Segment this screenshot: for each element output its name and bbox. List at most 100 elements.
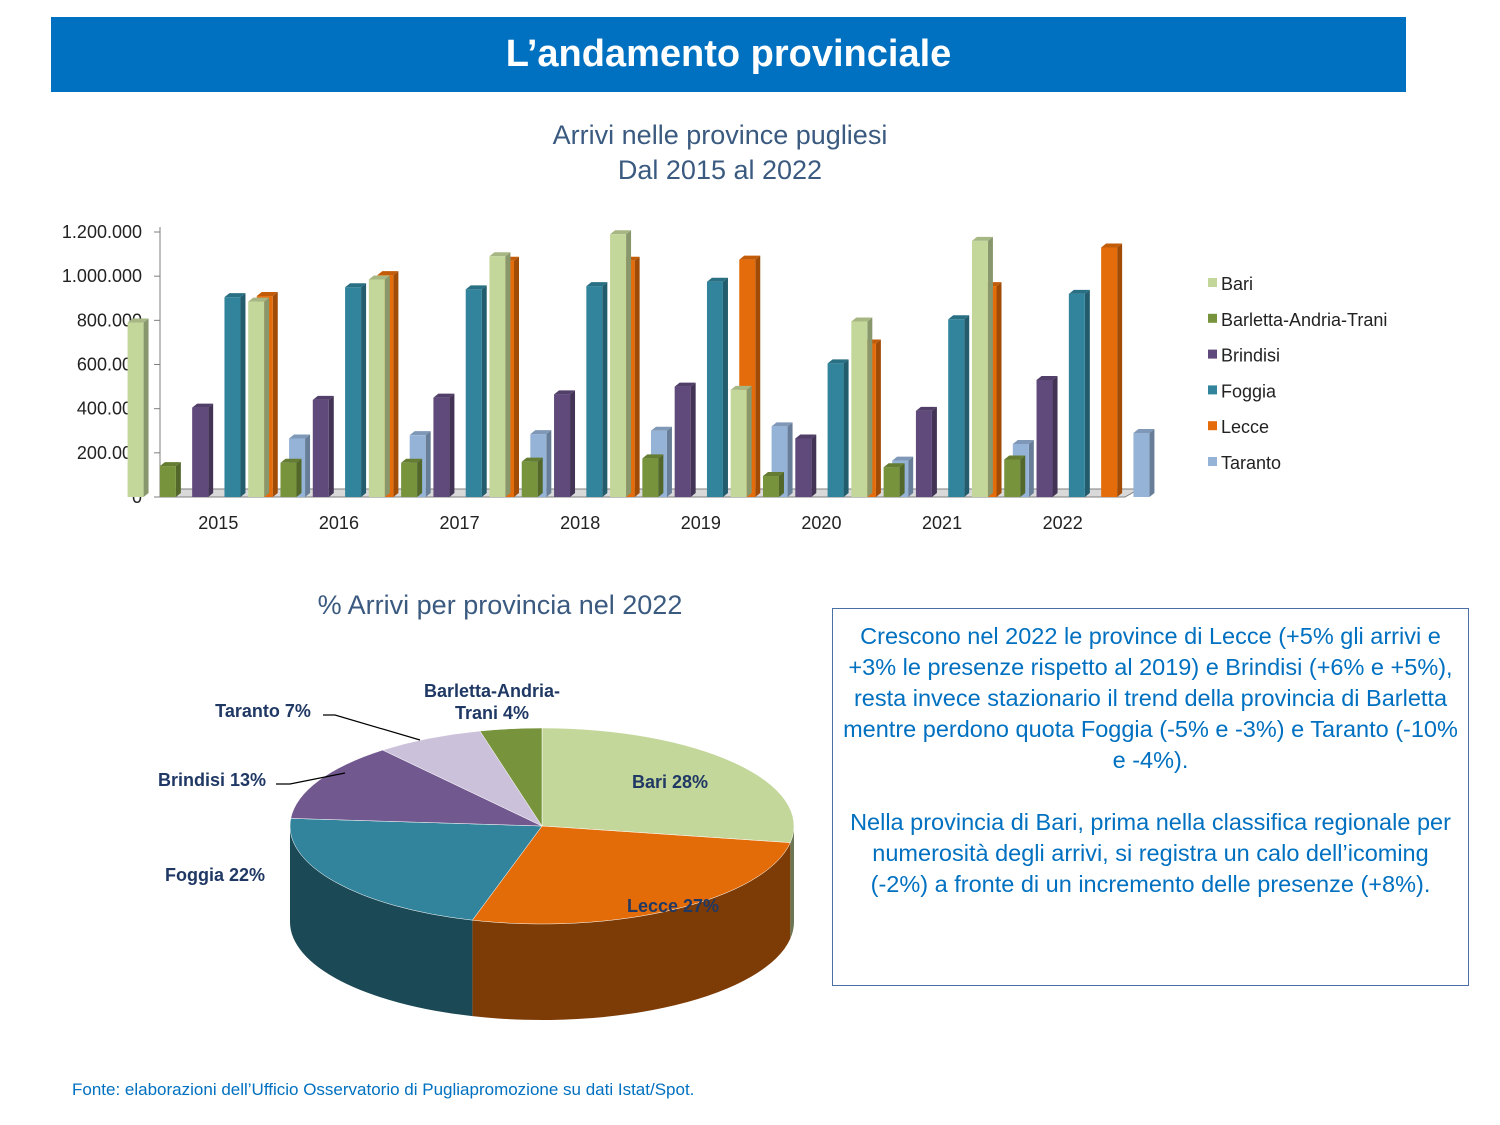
bar-front [192, 407, 209, 497]
bar-side [931, 406, 937, 497]
bar-front [610, 234, 627, 498]
bar-front [401, 462, 418, 497]
bar-barletta-andria-trani-2020 [762, 472, 784, 497]
bar-brindisi-2017 [433, 393, 455, 497]
bar-side [908, 456, 914, 497]
y-tick-label: 600.000 [77, 355, 142, 375]
x-tick-label: 2015 [198, 513, 238, 533]
bar-top [280, 458, 302, 463]
bar-top [224, 293, 246, 298]
bar-brindisi-2015 [192, 403, 214, 497]
bar-top [312, 395, 334, 400]
bar-barletta-andria-trani-2016 [280, 458, 302, 497]
pie-label-foggia: Foggia 22% [165, 865, 265, 885]
y-tick-label: 200.000 [77, 443, 142, 463]
bar-chart-title-line2: Dal 2015 al 2022 [617, 155, 823, 185]
bar-side [787, 422, 793, 497]
bar-top [706, 277, 728, 282]
bar-top [521, 457, 543, 462]
page-title: L’andamento provinciale [505, 33, 952, 75]
bar-brindisi-2016 [312, 395, 334, 497]
bar-side [658, 454, 664, 497]
bar-foggia-2016 [345, 283, 367, 497]
bar-front [280, 462, 297, 497]
bar-front [554, 394, 571, 497]
bar-side [964, 315, 970, 497]
bar-front [1036, 379, 1053, 497]
bar-side [602, 282, 608, 497]
bar-foggia-2021 [948, 315, 970, 497]
bar-front [883, 467, 900, 497]
bar-front [345, 287, 362, 497]
bar-bari-2022 [971, 236, 993, 498]
bar-top [851, 317, 873, 322]
bar-top [248, 297, 270, 302]
bar-side [240, 293, 246, 497]
pie-slice-barletta-andria-trani [479, 727, 543, 827]
bar-side [1117, 243, 1123, 497]
bar-top [159, 462, 181, 467]
bar-side [1052, 375, 1058, 497]
pie-label-taranto: Taranto 7% [215, 701, 311, 721]
pie-slice-brindisi [290, 749, 543, 827]
bar-side [361, 283, 367, 497]
bar-side [899, 463, 905, 497]
bar-top [377, 271, 399, 276]
bar-side [843, 359, 849, 497]
pie-label-bat-line2: Trani 4% [455, 703, 529, 723]
bar-front [433, 397, 450, 497]
legend-label: Bari [1221, 274, 1253, 294]
bar-front [465, 289, 482, 497]
legend-label: Brindisi [1221, 346, 1280, 366]
bar-side [514, 256, 520, 497]
bar-top [1133, 428, 1155, 433]
bar-barletta-andria-trani-2019 [642, 454, 664, 497]
bar-side [481, 285, 487, 497]
bar-top [674, 382, 696, 387]
bar-side [417, 458, 423, 497]
legend-swatch [1208, 349, 1217, 359]
pie-label-lecce: Lecce 27% [627, 896, 719, 916]
bar-top [1012, 440, 1034, 444]
header-bar: L’andamento provinciale [51, 17, 1406, 92]
bar-top [530, 430, 552, 435]
bar-front [827, 363, 844, 497]
source-note: Fonte: elaborazioni dell’Ufficio Osserva… [72, 1080, 695, 1099]
bar-side [175, 462, 181, 497]
bar-top [345, 283, 367, 288]
bar-front [642, 458, 659, 497]
bar-front [521, 461, 538, 497]
bar-brindisi-2022 [1036, 375, 1058, 497]
bar-top [192, 403, 214, 408]
bar-top [827, 359, 849, 364]
bar-side [1028, 440, 1034, 497]
bar-brindisi-2020 [795, 434, 817, 497]
bar-top [650, 426, 672, 431]
bar-front [674, 386, 691, 497]
bar-side [393, 271, 399, 497]
bar-front [1068, 293, 1085, 497]
bar-top [127, 318, 149, 323]
bar-bari-2020 [730, 385, 752, 497]
bar-bari-2021 [851, 317, 873, 497]
bar-front [971, 240, 988, 498]
bar-side [690, 382, 696, 497]
bar-side [537, 457, 543, 497]
legend-swatch [1208, 313, 1217, 323]
bar-side [996, 282, 1002, 497]
pie-slice-foggia [289, 818, 543, 921]
x-tick-label: 2019 [681, 513, 721, 533]
x-tick-label: 2020 [801, 513, 841, 533]
bar-lecce-2022 [1101, 243, 1123, 497]
bar-top [948, 315, 970, 320]
bar-side [987, 236, 993, 498]
legend-label: Barletta-Andria-Trani [1221, 310, 1387, 330]
bar-chart-marks [127, 230, 1155, 498]
bar-side [384, 275, 390, 497]
bar-bari-2018 [489, 252, 511, 497]
bar-side [143, 318, 149, 497]
bar-top [771, 422, 793, 427]
bar-top [739, 255, 761, 260]
pie-slice-bari [541, 727, 795, 843]
bar-side [626, 230, 632, 498]
